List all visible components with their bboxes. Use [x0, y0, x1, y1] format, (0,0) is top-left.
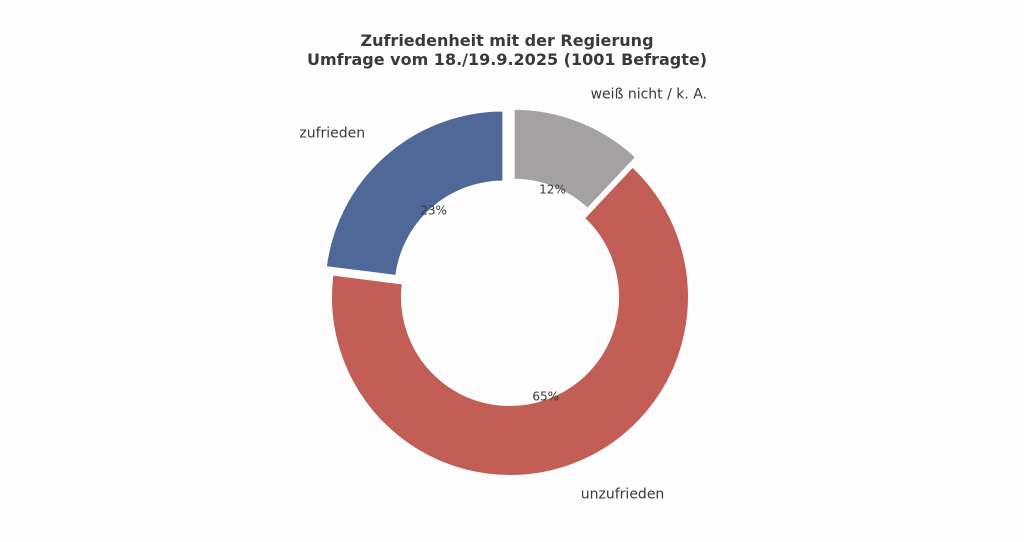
chart-subtitle: Umfrage vom 18./19.9.2025 (1001 Befragte…: [307, 50, 707, 69]
slice-percent-label: 12%: [539, 183, 566, 197]
donut-slice-zufrieden: [324, 109, 505, 278]
donut-slices: [324, 107, 690, 477]
chart-title: Zufriedenheit mit der Regierung: [360, 31, 653, 50]
slice-category-label: zufrieden: [299, 126, 365, 142]
slice-percent-label: 65%: [532, 389, 559, 403]
slice-percent-label: 23%: [420, 203, 447, 217]
donut-slice-wei-nicht-k-a-: [512, 107, 638, 211]
slice-category-label: unzufrieden: [581, 487, 665, 503]
donut-slice-unzufrieden: [330, 165, 690, 477]
donut-labels: weiß nicht / k. A. 12% unzufrieden 65% zufri…: [299, 86, 707, 502]
slice-category-label: weiß nicht / k. A.: [591, 86, 707, 102]
